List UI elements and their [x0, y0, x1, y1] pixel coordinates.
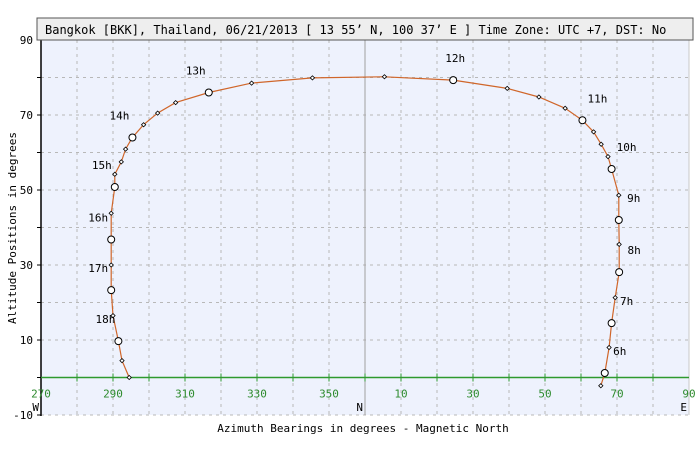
hour-point-marker — [107, 286, 116, 295]
x-tick-label: 270 — [31, 388, 51, 401]
hour-point-marker — [128, 133, 137, 142]
minor-point-marker — [536, 94, 542, 100]
chart-title: Bangkok [BKK], Thailand, 06/21/2013 [ 13… — [45, 23, 666, 37]
y-tick-label: 90 — [20, 34, 33, 47]
title-box — [36, 17, 694, 41]
minor-point-marker — [248, 80, 255, 86]
x-tick-label: 70 — [610, 388, 623, 401]
x-tick-label: 290 — [103, 388, 123, 401]
hour-point-marker — [615, 268, 624, 277]
y-tick-label: 30 — [20, 259, 33, 272]
hour-point-marker — [578, 116, 587, 125]
minor-point-marker — [562, 105, 568, 111]
hour-point-marker — [114, 337, 123, 346]
hour-label: 18h — [95, 313, 115, 326]
hour-label: 16h — [88, 212, 108, 225]
hour-point-marker — [449, 76, 458, 85]
minor-point-marker — [122, 146, 129, 152]
minor-point-marker — [110, 312, 116, 319]
minor-point-marker — [381, 74, 388, 80]
y-tick-label: 70 — [20, 109, 33, 122]
hour-label: 6h — [613, 345, 626, 358]
hour-label: 12h — [445, 52, 465, 65]
x-axis-label: Azimuth Bearings in degrees - Magnetic N… — [217, 422, 508, 435]
hour-point-marker — [607, 319, 616, 328]
x-tick-label: 310 — [175, 388, 195, 401]
hour-label: 10h — [617, 141, 637, 154]
minor-point-marker — [126, 374, 132, 381]
y-tick-label: 10 — [20, 334, 33, 347]
minor-point-marker — [172, 99, 179, 106]
minor-point-marker — [112, 171, 118, 177]
y-tick-label: 50 — [20, 184, 33, 197]
hour-label: 9h — [627, 192, 640, 205]
minor-point-marker — [605, 153, 611, 160]
x-tick-label: 50 — [538, 388, 551, 401]
hour-point-marker — [607, 165, 616, 173]
hour-point-marker — [600, 369, 609, 377]
hour-label: 13h — [186, 65, 206, 78]
hour-point-marker — [204, 88, 213, 97]
minor-point-marker — [606, 344, 612, 351]
x-tick-label: 10 — [394, 388, 407, 401]
minor-point-marker — [118, 159, 124, 165]
minor-point-marker — [154, 110, 161, 116]
hour-label: 14h — [110, 110, 130, 123]
minor-point-marker — [598, 383, 604, 389]
minor-point-marker — [590, 129, 597, 135]
y-axis-label: Altitude Positions in degrees — [6, 132, 19, 324]
hour-label: 8h — [628, 244, 641, 257]
minor-point-marker — [119, 357, 125, 364]
minor-point-marker — [108, 210, 114, 216]
minor-point-marker — [108, 262, 114, 268]
hour-label: 15h — [92, 159, 112, 172]
hour-point-marker — [110, 183, 119, 191]
minor-point-marker — [612, 294, 618, 301]
direction-label-n: N — [356, 401, 363, 414]
x-tick-label: 330 — [247, 388, 267, 401]
x-tick-label: 90 — [682, 388, 695, 401]
hour-label: 11h — [588, 92, 608, 105]
x-tick-label: 30 — [466, 388, 479, 401]
minor-point-marker — [598, 141, 604, 147]
minor-point-marker — [616, 241, 622, 248]
y-tick-label: -10 — [13, 409, 33, 422]
direction-label-e: E — [680, 401, 687, 414]
minor-point-marker — [504, 85, 510, 92]
minor-point-marker — [140, 122, 147, 128]
direction-label-w: W — [32, 401, 39, 414]
hour-point-marker — [614, 216, 623, 224]
hour-label: 7h — [620, 295, 633, 308]
x-tick-label: 350 — [319, 388, 339, 401]
minor-point-marker — [309, 75, 316, 81]
sun-path-line — [110, 76, 620, 386]
axes: 90 70 50 30 10 -10 270 290 310 330 350 10 30 50 70 90 W N… — [13, 34, 696, 422]
hour-label: 17h — [88, 262, 108, 275]
sun-path-series: 6h 7h 8h 9h 10h 11h 12h 13h 14h 15h 16h 17h 18h — [88, 52, 641, 389]
hour-point-marker — [107, 235, 116, 244]
minor-point-marker — [616, 192, 622, 198]
